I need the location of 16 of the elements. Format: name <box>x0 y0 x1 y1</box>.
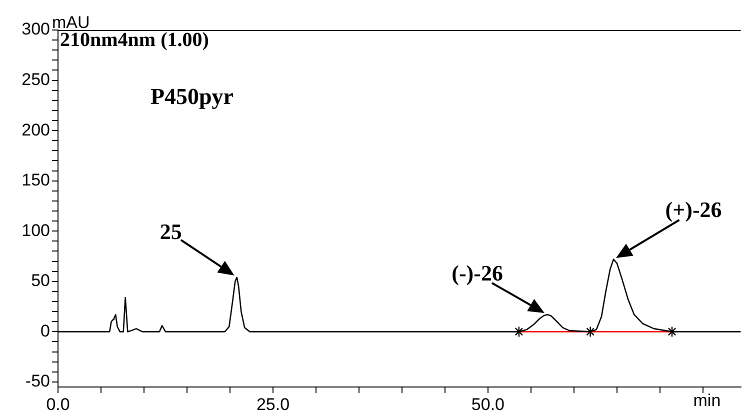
y-tick-label: 50 <box>31 271 50 290</box>
y-tick-label: 300 <box>22 20 50 39</box>
y-tick-label: 100 <box>22 220 50 240</box>
y-tick-label: 150 <box>22 170 50 190</box>
text: P450pyr <box>150 84 234 109</box>
annotation: (+)-26 <box>665 196 722 222</box>
x-tick-label: 25.0 <box>256 394 290 413</box>
annotation: 25 <box>160 219 182 244</box>
y-tick-label: 250 <box>22 70 50 89</box>
y-tick-label: 0 <box>40 321 50 340</box>
x-tick-label: 0.0 <box>46 394 70 413</box>
x-tick-label: 50.0 <box>471 394 505 413</box>
y-tick-label: 200 <box>22 120 50 140</box>
y-tick-label: -50 <box>25 372 50 391</box>
annotation: (-)-26 <box>452 260 503 286</box>
x-axis-title: min <box>693 391 721 410</box>
